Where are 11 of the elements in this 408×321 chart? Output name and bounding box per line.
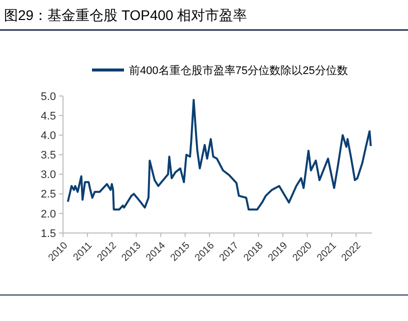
y-tick-label: 3.5: [40, 150, 56, 162]
y-tick-label: 3.0: [40, 169, 56, 182]
y-tick-label: 1.5: [40, 228, 56, 240]
y-tick-label: 5.0: [40, 90, 56, 103]
line-series: [66, 98, 372, 211]
legend-label: 前400名重仓股市盈率75分位数除以25分位数: [129, 64, 348, 77]
y-tick-label: 2.5: [40, 188, 56, 201]
chart-title: 图29：基金重仓股 TOP400 相对市盈率: [4, 7, 248, 23]
y-tick-label: 4.0: [40, 130, 56, 142]
y-tick-label: 4.5: [40, 110, 56, 122]
y-tick-label: 2.0: [40, 208, 56, 220]
